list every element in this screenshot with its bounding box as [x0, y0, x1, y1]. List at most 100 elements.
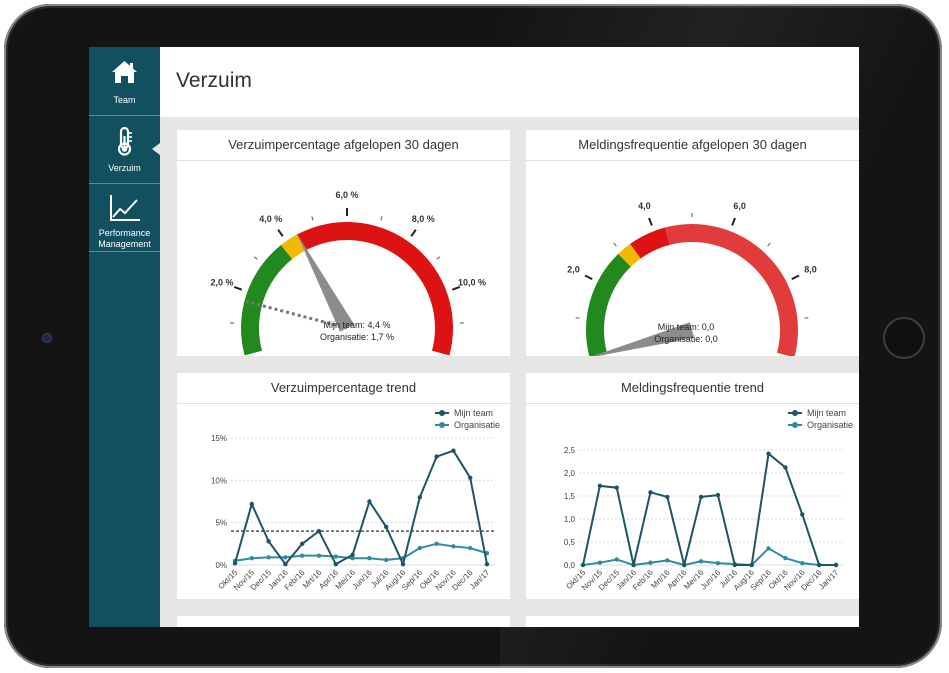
legend-marker-org: [792, 422, 798, 428]
screen: Team Verzuim: [89, 47, 859, 627]
y-tick-label: 1,0: [564, 515, 576, 524]
series-org-point: [451, 544, 456, 549]
series-team-point: [749, 562, 754, 568]
x-tick-label: Jun/16: [699, 568, 723, 592]
series-team-line: [234, 449, 488, 568]
series-team-point: [698, 494, 704, 500]
x-tick-label: Jan/17: [468, 568, 492, 592]
sidebar-item-label-line2: Management: [98, 239, 151, 249]
legend-team: Mijn team: [454, 408, 493, 418]
series-team-point: [816, 562, 822, 568]
y-tick-label: 5%: [215, 519, 227, 528]
series-team-point: [417, 495, 422, 500]
legend-marker-team: [792, 410, 798, 416]
card-partial-right: [526, 616, 859, 627]
sidebar-item-verzuim[interactable]: Verzuim: [89, 115, 160, 184]
series-team-line: [582, 451, 836, 566]
thermometer-icon: [89, 125, 160, 156]
gauge-tick-label: 4,0 %: [259, 214, 282, 224]
series-team-point: [350, 552, 355, 558]
sidebar: Team Verzuim: [89, 47, 160, 627]
y-tick-label: 0,5: [564, 538, 576, 547]
gauge-tick-label: 2,0: [567, 265, 580, 275]
y-tick-label: 0,0: [564, 561, 576, 570]
series-team-point: [732, 562, 737, 568]
card-title: Meldingsfrequentie afgelopen 30 dagen: [526, 130, 859, 161]
series-team-point: [715, 492, 721, 498]
series-team-point: [434, 454, 439, 459]
y-tick-label: 15%: [211, 434, 227, 443]
series-team-point: [384, 524, 389, 530]
gauge-card-verzuimpercentage: Verzuimpercentage afgelopen 30 dagen 0,0…: [177, 130, 510, 356]
series-team-point: [648, 490, 653, 495]
gauge-band-2: [281, 234, 306, 260]
series-team-point: [400, 561, 406, 567]
gauge-major-tick: [731, 217, 736, 226]
series-org-point: [468, 545, 473, 551]
series-team-point: [316, 528, 322, 534]
gauge-tick-label: 2,0 %: [211, 278, 234, 288]
gauge-major-tick: [791, 274, 800, 281]
gauge-tick-label: 8,0 %: [412, 214, 435, 224]
gauge-band-3: [630, 227, 670, 259]
gauge-band-3: [297, 222, 453, 356]
gauge-band-4: [665, 224, 798, 356]
legend-org: Organisatie: [454, 420, 500, 430]
gauge-band-2: [618, 243, 641, 267]
legend-marker-team: [439, 410, 445, 416]
series-team-point: [766, 451, 771, 456]
gauge-minor-tick: [380, 216, 383, 221]
series-org-point: [266, 555, 271, 560]
gauge-chart-verzuimpercentage: 0,0 %2,0 %4,0 %6,0 %8,0 %10,0 %12,0 % Mi…: [211, 190, 486, 356]
gauge-chart-meldingsfrequentie: 0,02,04,06,08,010,0 Mijn team: 0,0 Organ…: [567, 201, 817, 356]
series-team-point: [333, 561, 338, 567]
line-chart-verzuimpercentage: Mijn team Organisatie 0%5%10%15% Okt/15N…: [211, 408, 500, 592]
series-team-point: [283, 561, 288, 567]
line-chart-icon: [89, 191, 160, 221]
gauge-tick-label: 8,0: [804, 265, 817, 275]
series-team-point: [468, 475, 473, 480]
y-tick-label: 0%: [215, 561, 227, 570]
series-org-point: [249, 556, 254, 561]
gauge-readout-team: Mijn team: 0,0: [658, 322, 715, 332]
card-title: Verzuimpercentage trend: [177, 373, 510, 404]
home-icon: [89, 57, 160, 87]
series-org-line: [234, 542, 488, 562]
series-org-point: [648, 560, 653, 565]
series-org-point: [783, 555, 788, 561]
gauge-major-tick: [648, 217, 653, 226]
series-team-point: [580, 562, 586, 568]
series-team-point: [597, 483, 603, 489]
series-team-point: [484, 561, 490, 567]
home-button[interactable]: [883, 317, 925, 359]
gauge-needle-org: [246, 300, 348, 330]
y-tick-label: 1,5: [564, 492, 576, 501]
sidebar-item-label: Team: [113, 95, 136, 105]
series-org-point: [316, 553, 322, 558]
series-org-point: [384, 557, 389, 563]
series-org-point: [434, 541, 439, 547]
header: Verzuim: [160, 47, 859, 117]
sidebar-item-label: Verzuim: [108, 163, 141, 173]
series-team-point: [665, 494, 670, 500]
series-org-point: [283, 555, 288, 560]
legend: Mijn team Organisatie: [788, 408, 853, 430]
legend-org: Organisatie: [807, 420, 853, 430]
gauge-tick-label: 6,0: [733, 201, 746, 211]
gauge-band-1: [586, 253, 631, 356]
sidebar-item-label-line1: Performance: [98, 228, 151, 238]
gauge-card-meldingsfrequentie: Meldingsfrequentie afgelopen 30 dagen 0,…: [526, 130, 859, 356]
series-team-point: [249, 501, 254, 507]
series-org-point: [350, 556, 355, 561]
y-tick-label: 2,0: [564, 469, 576, 478]
legend-marker-org: [439, 422, 445, 428]
gauge-major-tick: [410, 229, 417, 237]
sidebar-item-performance-management[interactable]: Performance Management: [89, 183, 160, 252]
active-indicator: [152, 143, 160, 155]
series-team-point: [800, 512, 805, 517]
series-org-point: [597, 560, 603, 565]
series-org-point: [614, 557, 619, 562]
sidebar-item-team[interactable]: Team: [89, 47, 160, 116]
front-camera: [42, 333, 52, 343]
page-title: Verzuim: [176, 69, 252, 92]
